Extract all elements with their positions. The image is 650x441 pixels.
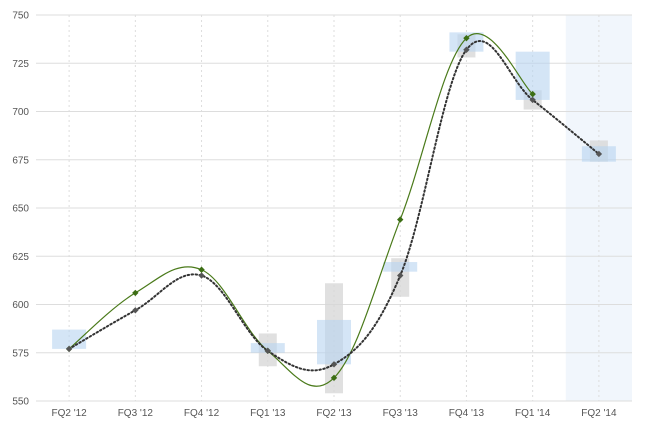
y-tick-label: 700 xyxy=(12,107,29,118)
x-tick-label: FQ3 '12 xyxy=(118,408,154,419)
series-2-point xyxy=(463,46,470,53)
series-2-point xyxy=(198,272,205,279)
x-tick-label: FQ1 '13 xyxy=(250,408,286,419)
series-2-point xyxy=(132,307,139,314)
x-tick-label: FQ2 '12 xyxy=(51,408,87,419)
y-tick-label: 650 xyxy=(12,204,29,215)
series-1-point xyxy=(330,374,338,382)
y-tick-label: 575 xyxy=(12,348,29,359)
series-2-point xyxy=(397,272,404,279)
y-axis-labels: 550 575 600 625 650 675 700 725 750 xyxy=(12,11,29,408)
series-1-point xyxy=(463,34,470,42)
x-tick-label: FQ4 '12 xyxy=(184,408,220,419)
series-2-point xyxy=(595,150,603,158)
x-tick-label: FQ2 '14 xyxy=(581,408,617,419)
series-2-point xyxy=(529,96,536,104)
series-1-point xyxy=(397,216,404,223)
x-axis-labels: FQ2 '12 FQ3 '12 FQ4 '12 FQ1 '13 FQ2 '13 FQ3 '… xyxy=(51,408,616,419)
y-tick-label: 550 xyxy=(12,397,29,408)
y-tick-label: 625 xyxy=(12,252,29,263)
y-tick-label: 750 xyxy=(12,11,29,22)
blue-range-box xyxy=(449,32,484,52)
blue-range-box xyxy=(383,262,418,272)
gray-range-boxes xyxy=(258,34,608,394)
y-tick-label: 600 xyxy=(12,300,29,311)
x-tick-label: FQ2 '13 xyxy=(316,408,352,419)
series-2-point xyxy=(264,347,271,355)
x-tick-label: FQ1 '14 xyxy=(515,408,551,419)
x-tick-label: FQ4 '13 xyxy=(449,408,485,419)
series-1-point xyxy=(529,90,536,98)
series-2-point xyxy=(65,345,73,353)
series-markers xyxy=(65,34,603,382)
series-line-1 xyxy=(68,33,534,387)
x-tick-label: FQ3 '13 xyxy=(383,408,419,419)
series-1-point xyxy=(198,266,205,273)
series-line-2 xyxy=(68,40,600,372)
series-2-point xyxy=(330,361,338,368)
y-tick-label: 675 xyxy=(12,155,29,166)
y-tick-label: 725 xyxy=(12,59,29,70)
series-1-point xyxy=(132,289,139,297)
